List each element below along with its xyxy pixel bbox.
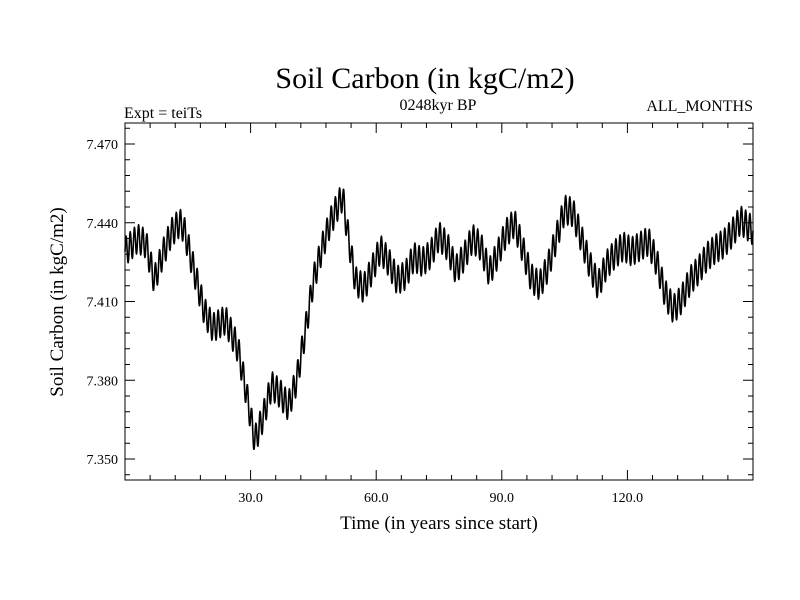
chart-title: Soil Carbon (in kgC/m2) [275,62,574,95]
chart-subtitle: 0248kyr BP [400,97,477,114]
y-tick-label: 7.470 [87,138,119,153]
y-axis-label: Soil Carbon (in kgC/m2) [47,207,68,396]
x-axis-label: Time (in years since start) [340,513,538,534]
soil-carbon-line [124,187,754,450]
x-tick-label: 120.0 [612,491,644,506]
y-tick-label: 7.380 [87,374,119,389]
plot-frame [124,122,754,481]
y-tick-label: 7.410 [87,296,119,311]
months-label: ALL_MONTHS [646,98,753,115]
x-tick-label: 30.0 [238,491,263,506]
y-tick-label: 7.350 [87,453,119,468]
series-group [124,187,754,450]
x-tick-label: 90.0 [490,491,515,506]
experiment-label: Expt = teiTs [124,105,202,122]
x-tick-label: 60.0 [364,491,389,506]
axis-ticks: 30.0 60.0 90.0 120.0 7.350 7.380 7.410 7.440 7.4… [87,123,753,506]
y-tick-label: 7.440 [87,217,119,232]
